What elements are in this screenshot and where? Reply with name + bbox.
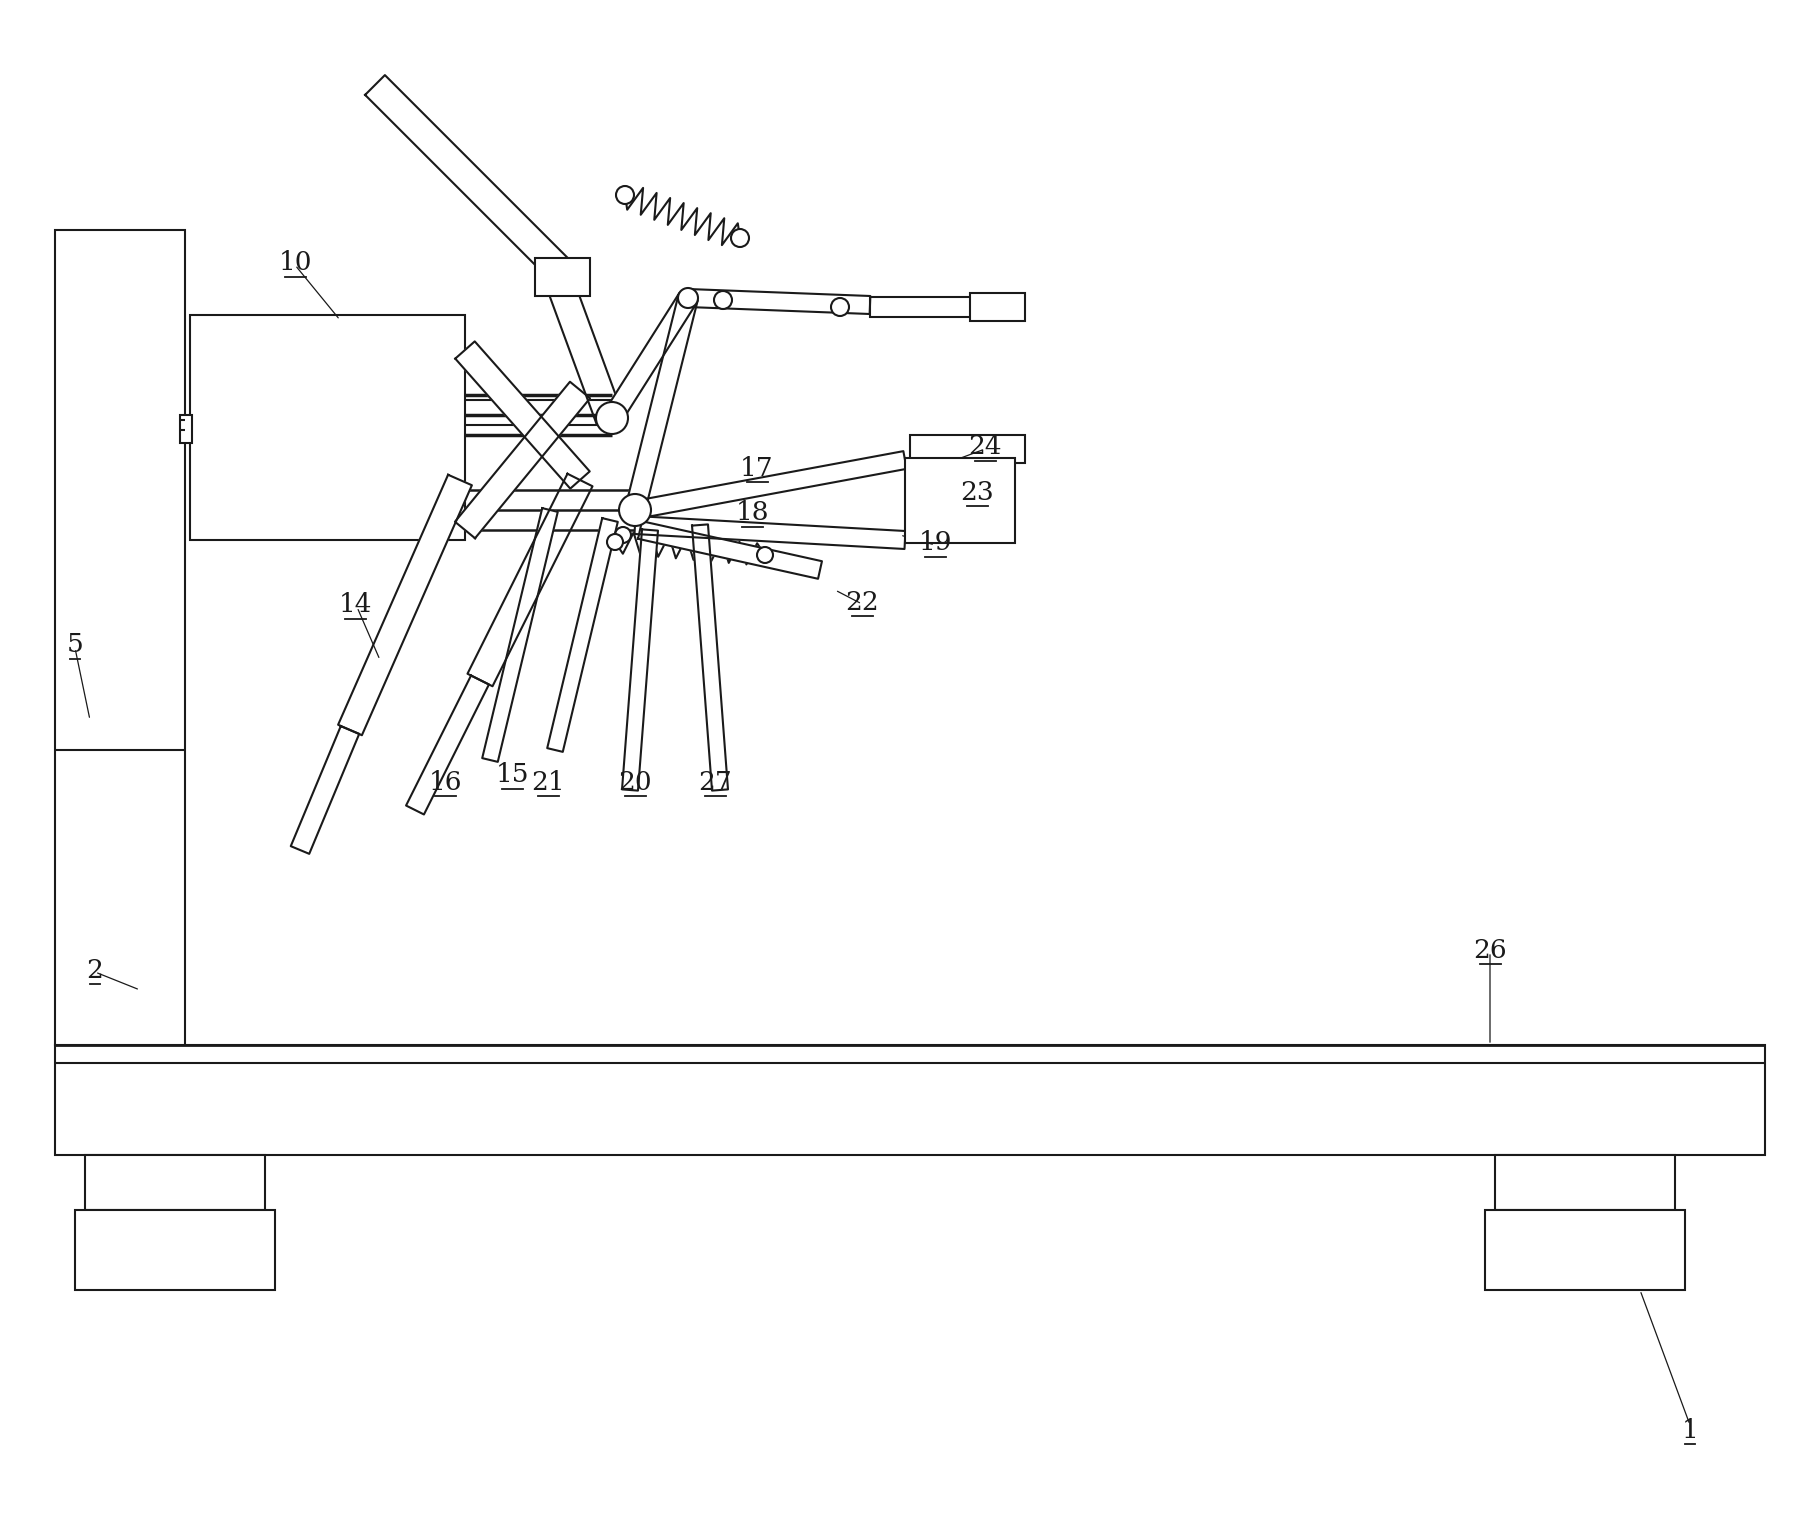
Bar [55, 1045, 1764, 1155]
Text: 24: 24 [968, 435, 1002, 459]
Polygon shape [455, 382, 589, 538]
Polygon shape [604, 293, 697, 423]
Circle shape [597, 402, 628, 434]
Bar [75, 1210, 275, 1290]
Polygon shape [626, 296, 698, 512]
Bar [906, 458, 1015, 543]
Text: 16: 16 [427, 770, 462, 794]
Bar [869, 297, 990, 317]
Polygon shape [291, 726, 358, 854]
Text: 14: 14 [338, 593, 371, 617]
Polygon shape [406, 676, 489, 814]
Text: 15: 15 [495, 763, 529, 787]
Bar [85, 1155, 266, 1210]
Polygon shape [366, 76, 569, 280]
Polygon shape [638, 522, 822, 579]
Text: 18: 18 [735, 500, 769, 526]
Text: 5: 5 [67, 632, 84, 658]
Circle shape [618, 494, 651, 526]
Text: 10: 10 [278, 250, 311, 276]
Circle shape [715, 291, 731, 309]
Circle shape [608, 534, 622, 550]
Polygon shape [338, 475, 471, 735]
Text: 27: 27 [698, 770, 731, 794]
Bar [180, 415, 193, 443]
Text: 1: 1 [1681, 1417, 1699, 1443]
Text: 22: 22 [846, 590, 879, 614]
Circle shape [757, 547, 773, 562]
Polygon shape [635, 515, 906, 549]
Circle shape [731, 229, 749, 247]
Bar [1495, 1155, 1675, 1210]
Polygon shape [688, 290, 869, 314]
Polygon shape [633, 452, 906, 518]
Bar [55, 230, 186, 1045]
Polygon shape [467, 473, 593, 687]
Circle shape [615, 528, 631, 543]
Circle shape [617, 186, 635, 205]
Polygon shape [548, 518, 618, 752]
Bar [910, 435, 1024, 462]
Text: 2: 2 [87, 958, 104, 982]
Circle shape [678, 288, 698, 308]
Text: 19: 19 [919, 531, 951, 555]
Polygon shape [542, 265, 624, 424]
Circle shape [831, 299, 849, 315]
Text: 26: 26 [1473, 937, 1506, 963]
Bar [1484, 1210, 1684, 1290]
Bar [535, 258, 589, 296]
Bar [189, 315, 466, 540]
Bar [970, 293, 1024, 321]
Text: 20: 20 [618, 770, 651, 794]
Polygon shape [691, 525, 728, 791]
Text: 17: 17 [740, 455, 773, 481]
Polygon shape [482, 508, 558, 763]
Text: 21: 21 [531, 770, 566, 794]
Polygon shape [622, 529, 658, 791]
Polygon shape [455, 341, 589, 488]
Text: 23: 23 [960, 479, 993, 505]
